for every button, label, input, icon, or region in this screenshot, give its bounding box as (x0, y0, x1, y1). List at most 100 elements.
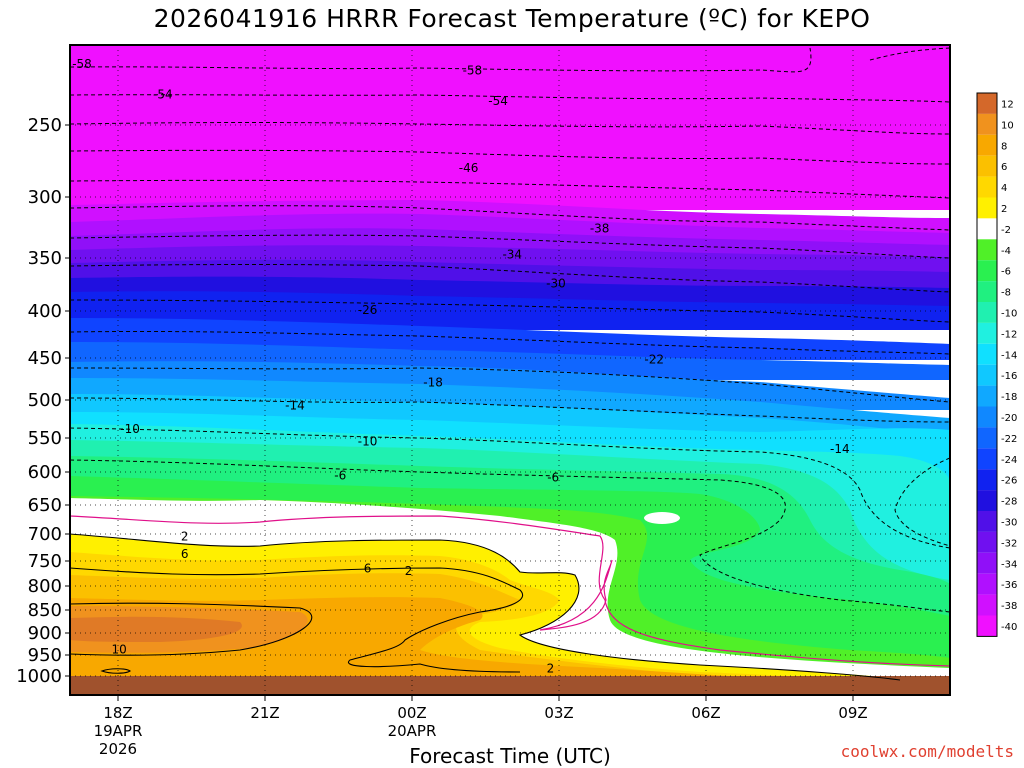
colorbar-swatch (977, 594, 997, 616)
y-tick-label: 350 (28, 248, 62, 269)
colorbar-label: -18 (1001, 392, 1017, 403)
y-axis: 2503003504004505005506006507007508008509… (16, 115, 70, 687)
colorbar-swatch (977, 573, 997, 595)
colorbar-label: -6 (1001, 267, 1011, 278)
plot-frame (69, 44, 951, 696)
colorbar-label: -16 (1001, 371, 1017, 382)
contour-label: 6 (181, 547, 189, 561)
negative-contours (70, 47, 950, 613)
contour-label: -26 (358, 303, 378, 317)
colorbar-swatch (977, 385, 997, 407)
contour-label: -38 (590, 222, 610, 236)
colorbar-label: 10 (1001, 120, 1014, 131)
contour-label: -6 (334, 468, 346, 482)
x-tick-label: 18Z (103, 704, 132, 722)
contour-label: -10 (120, 422, 140, 436)
colorbar-frame (976, 92, 998, 637)
contour-label: -10 (358, 434, 378, 448)
x-axis-label: Forecast Time (UTC) (409, 744, 611, 768)
contour-label: -30 (546, 276, 566, 290)
colorbar-swatch (977, 469, 997, 491)
x-tick-sublabel: 20APR (388, 722, 437, 740)
colorbar-label: -8 (1001, 288, 1011, 299)
x-tick-sublabel: 2026 (99, 740, 137, 758)
colorbar-label: -10 (1001, 308, 1017, 319)
colorbar-swatch (977, 427, 997, 449)
colorbar-swatch (977, 281, 997, 302)
colorbar-swatch (977, 552, 997, 574)
colorbar-swatch (977, 615, 997, 637)
contour-label: -6 (547, 470, 559, 484)
y-tick-label: 650 (28, 495, 62, 516)
contour-label: -18 (423, 375, 443, 389)
colorbar-label: -30 (1001, 517, 1017, 528)
x-tick-label: 09Z (838, 704, 867, 722)
positive-contours (70, 533, 901, 681)
contour-label: -54 (153, 88, 173, 102)
x-tick-label: 03Z (544, 704, 573, 722)
y-tick-label: 300 (28, 187, 62, 208)
colorbar-label: -20 (1001, 413, 1017, 424)
y-tick-label: 500 (28, 390, 62, 411)
colorbar: 12 10 8 6 4 2 -2 -4 -6 -8 -10 -12 -14 -16 -18 -20 -22 -24… (976, 92, 1017, 637)
contour-label: 10 (111, 643, 126, 657)
colorbar-label: -28 (1001, 497, 1017, 508)
colorbar-swatch (977, 155, 997, 177)
colorbar-swatch (977, 406, 997, 428)
y-tick-label: 950 (28, 645, 62, 666)
band-lt-minus40 (70, 45, 950, 210)
colorbar-label: -36 (1001, 580, 1017, 591)
colorbar-label: 12 (1001, 99, 1014, 110)
contour-label: -14 (830, 442, 850, 456)
contour-label: -14 (285, 398, 305, 412)
colorbar-swatch (977, 93, 997, 114)
colorbar-label: -2 (1001, 225, 1011, 236)
colorbar-label: -12 (1001, 329, 1017, 340)
contour-label: -54 (488, 94, 508, 108)
colorbar-swatch (977, 364, 997, 386)
y-tick-label: 550 (28, 428, 62, 449)
colorbar-swatch (977, 176, 997, 198)
y-tick-label: 1000 (16, 666, 62, 687)
colorbar-label: -24 (1001, 455, 1017, 466)
grid (70, 45, 950, 695)
y-tick-label: 700 (28, 524, 62, 545)
y-tick-label: 450 (28, 348, 62, 369)
colorbar-label: 8 (1001, 141, 1007, 152)
colorbar-swatch (977, 218, 997, 240)
x-tick-label: 00Z (397, 704, 426, 722)
colorbar-swatch (977, 302, 997, 323)
y-tick-label: 800 (28, 576, 62, 597)
contour-label: 2 (547, 661, 555, 675)
colorbar-swatch (977, 197, 997, 219)
band-12 (70, 616, 242, 642)
x-tick-label: 06Z (691, 704, 720, 722)
colorbar-label: 4 (1001, 183, 1007, 194)
colorbar-swatch (977, 239, 997, 261)
y-tick-label: 600 (28, 462, 62, 483)
temperature-field: -58 -58 -54 -54 -46 -38 -34 -30 -26 -22 -18 -14 -14 -… (70, 45, 950, 695)
y-tick-label: 850 (28, 600, 62, 621)
colorbar-label: -22 (1001, 434, 1017, 445)
colorbar-label: -4 (1001, 246, 1011, 257)
contour-label: -58 (72, 57, 92, 71)
colorbar-label: -14 (1001, 350, 1017, 361)
chart-title: 2026041916 HRRR Forecast Temperature (ºC… (153, 4, 871, 33)
contour-label: -58 (463, 64, 483, 78)
y-tick-label: 400 (28, 301, 62, 322)
colorbar-label: 2 (1001, 204, 1007, 215)
freezing-lines (70, 515, 950, 667)
contour-label: 2 (405, 564, 413, 578)
cold-pocket (644, 512, 680, 524)
colorbar-label: -34 (1001, 559, 1017, 570)
contour-labels: -58 -58 -54 -54 -46 -38 -34 -30 -26 -22 -18 -14 -14 -… (72, 57, 850, 675)
colorbar-label: -32 (1001, 538, 1017, 549)
contour-label: 6 (364, 562, 372, 576)
colorbar-label: -38 (1001, 601, 1017, 612)
credit-text: coolwx.com/modelts (840, 742, 1014, 761)
y-tick-label: 750 (28, 551, 62, 572)
contour-label: 2 (181, 530, 189, 544)
colorbar-label: 6 (1001, 162, 1007, 173)
